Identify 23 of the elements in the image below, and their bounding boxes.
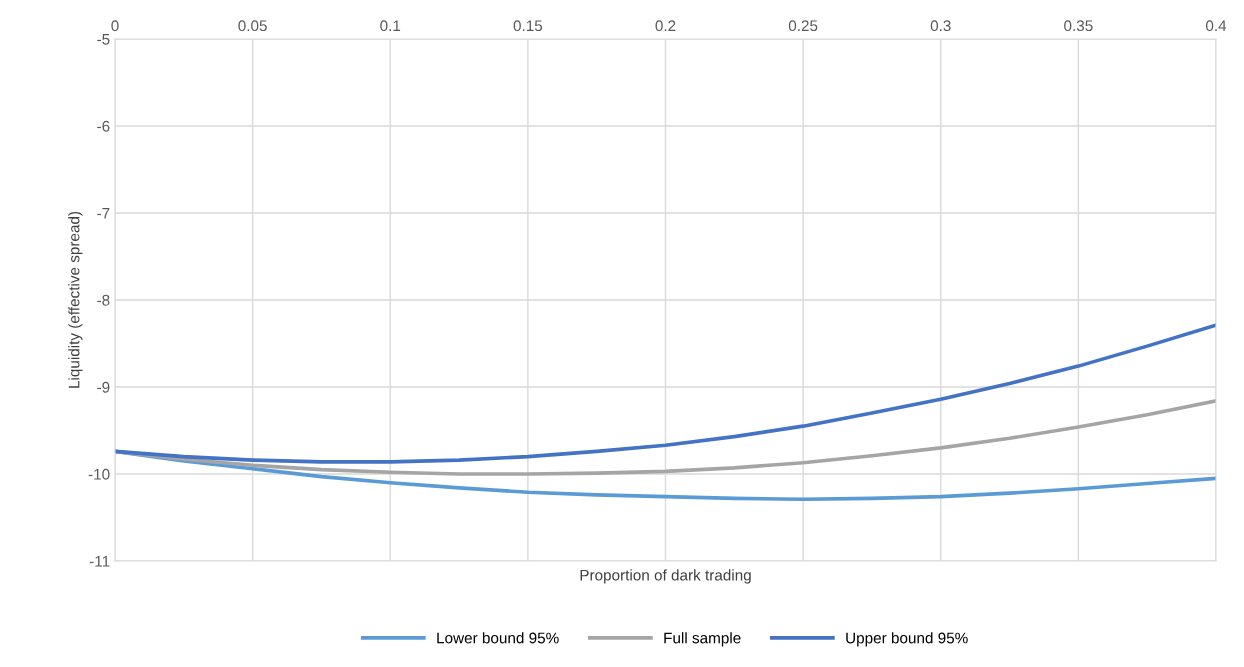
x-tick-label: 0 (111, 20, 119, 32)
x-tick-label: 0.3 (930, 20, 951, 32)
y-tick-label: -5 (97, 34, 110, 45)
x-tick-label: 0.25 (788, 20, 818, 32)
y-tick-label: -11 (89, 556, 110, 567)
y-tick-label: -7 (97, 208, 110, 219)
line-series (115, 323, 1216, 464)
x-tick-label: 0.35 (1064, 20, 1093, 32)
line-series (115, 399, 1216, 476)
y-tick-label: -6 (97, 120, 110, 132)
y-tick-label: -9 (97, 381, 110, 393)
x-tick-label: 0.05 (238, 20, 267, 32)
legend-label: Upper bound 95% (846, 632, 968, 647)
y-tick-label: -10 (88, 468, 110, 480)
y-axis-title: Liquidity (effective spread) (68, 211, 83, 388)
x-tick-label: 0.1 (380, 20, 401, 32)
x-tick-label: 0.4 (1205, 20, 1227, 32)
x-axis-title: Proportion of dark trading (580, 569, 751, 584)
legend-label: Full sample (664, 632, 741, 647)
legend-label: Lower bound 95% (437, 632, 559, 644)
x-tick-label: 0.2 (655, 20, 676, 32)
y-tick-label: -8 (97, 294, 110, 306)
x-tick-label: 0.15 (513, 20, 543, 32)
